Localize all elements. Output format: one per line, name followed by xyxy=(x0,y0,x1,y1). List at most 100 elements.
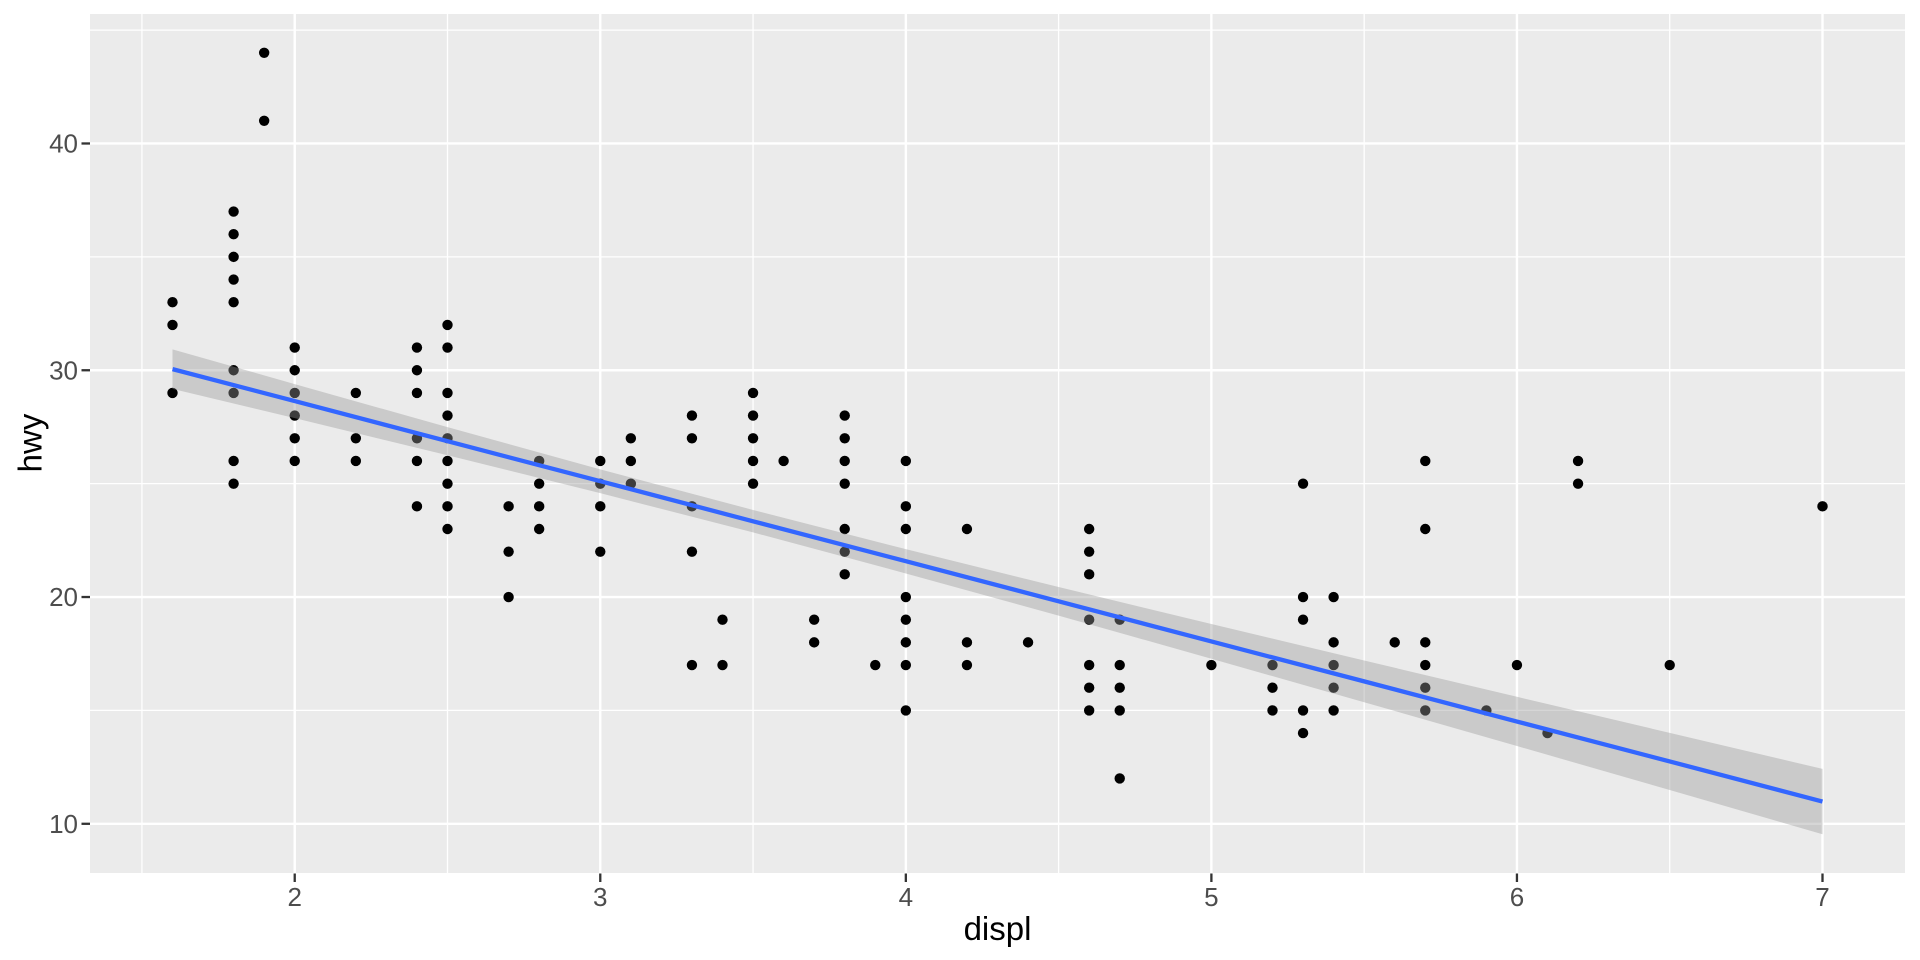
data-point xyxy=(1328,705,1339,716)
data-point xyxy=(411,365,423,376)
data-point xyxy=(1664,659,1675,671)
data-point xyxy=(1114,705,1125,716)
data-point xyxy=(686,410,698,421)
data-point xyxy=(1083,546,1095,557)
data-point xyxy=(1114,659,1125,671)
data-point xyxy=(289,455,300,467)
data-point xyxy=(350,433,362,444)
data-point xyxy=(442,501,453,512)
panel-background xyxy=(90,14,1905,873)
data-point xyxy=(595,546,606,557)
data-point xyxy=(411,455,423,467)
data-point xyxy=(167,297,178,308)
data-point xyxy=(228,206,239,217)
data-point xyxy=(1083,659,1095,671)
data-point xyxy=(717,614,728,625)
data-point xyxy=(1022,637,1034,648)
data-point xyxy=(442,410,453,421)
data-point xyxy=(900,705,912,716)
data-point xyxy=(1083,614,1095,625)
data-point xyxy=(1297,614,1309,625)
data-point xyxy=(595,501,606,512)
data-point xyxy=(228,251,239,263)
data-point xyxy=(839,569,850,580)
data-point xyxy=(1114,773,1125,784)
data-point xyxy=(533,523,545,535)
data-point xyxy=(1420,637,1431,648)
data-point xyxy=(503,501,514,512)
x-tick-label: 7 xyxy=(1815,882,1829,912)
data-point xyxy=(961,659,973,671)
data-point xyxy=(686,546,698,557)
data-point xyxy=(625,478,637,489)
data-point xyxy=(747,410,759,421)
data-point xyxy=(228,365,239,376)
regression-line xyxy=(171,367,1824,804)
x-tick-label: 2 xyxy=(287,882,301,912)
data-point xyxy=(228,274,239,285)
data-point xyxy=(1297,591,1309,603)
data-point xyxy=(1328,591,1339,603)
data-point xyxy=(442,478,453,489)
data-point xyxy=(1420,523,1431,535)
data-point xyxy=(625,433,637,444)
data-point xyxy=(747,387,759,399)
data-point xyxy=(1083,523,1095,535)
data-point xyxy=(258,47,270,58)
data-point xyxy=(1328,637,1339,648)
data-point xyxy=(1267,682,1278,693)
data-point xyxy=(1511,659,1523,671)
data-point xyxy=(1083,682,1095,693)
data-point xyxy=(228,228,239,240)
data-point xyxy=(1572,455,1584,467)
data-point xyxy=(442,342,453,353)
data-point xyxy=(595,455,606,467)
x-tick-label: 6 xyxy=(1510,882,1524,912)
data-point xyxy=(1572,478,1584,489)
data-point xyxy=(411,342,423,353)
data-point xyxy=(839,523,850,535)
data-point xyxy=(961,523,973,535)
data-point xyxy=(258,115,270,127)
data-point xyxy=(1083,569,1095,580)
data-point xyxy=(900,501,912,512)
data-point xyxy=(717,659,728,671)
data-point xyxy=(900,523,912,535)
data-point xyxy=(1817,501,1828,512)
data-point xyxy=(442,319,453,331)
data-point xyxy=(533,501,545,512)
data-point xyxy=(839,455,850,467)
data-point xyxy=(289,387,300,399)
y-tick-label: 20 xyxy=(49,582,78,612)
data-point xyxy=(1420,659,1431,671)
data-point xyxy=(503,546,514,557)
data-point xyxy=(533,478,545,489)
data-point xyxy=(411,387,423,399)
data-point xyxy=(1297,727,1309,739)
data-point xyxy=(808,614,820,625)
x-axis-title: displ xyxy=(963,910,1032,947)
confidence-ribbon xyxy=(172,349,1823,835)
x-tick-label: 3 xyxy=(593,882,607,912)
data-point xyxy=(900,659,912,671)
data-point xyxy=(167,387,178,399)
data-point xyxy=(503,591,514,603)
data-point xyxy=(289,342,300,353)
data-point xyxy=(778,455,789,467)
data-point xyxy=(289,433,300,444)
data-point xyxy=(1420,705,1431,716)
data-point xyxy=(625,455,637,467)
data-point xyxy=(1267,659,1278,671)
data-point xyxy=(686,659,698,671)
data-point xyxy=(1328,682,1339,693)
data-point xyxy=(747,455,759,467)
data-point xyxy=(228,387,239,399)
data-point xyxy=(839,433,850,444)
data-point xyxy=(1114,682,1125,693)
data-point xyxy=(747,433,759,444)
data-point xyxy=(870,659,881,671)
data-point xyxy=(1297,478,1309,489)
data-point xyxy=(1083,705,1095,716)
